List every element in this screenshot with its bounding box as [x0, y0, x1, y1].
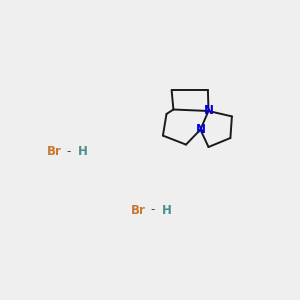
Text: -: -	[150, 203, 154, 217]
Text: H: H	[78, 145, 88, 158]
Text: Br: Br	[46, 145, 62, 158]
Text: N: N	[195, 123, 206, 136]
Text: N: N	[203, 104, 214, 118]
Text: H: H	[162, 203, 172, 217]
Text: Br: Br	[130, 203, 146, 217]
Text: -: -	[66, 145, 70, 158]
